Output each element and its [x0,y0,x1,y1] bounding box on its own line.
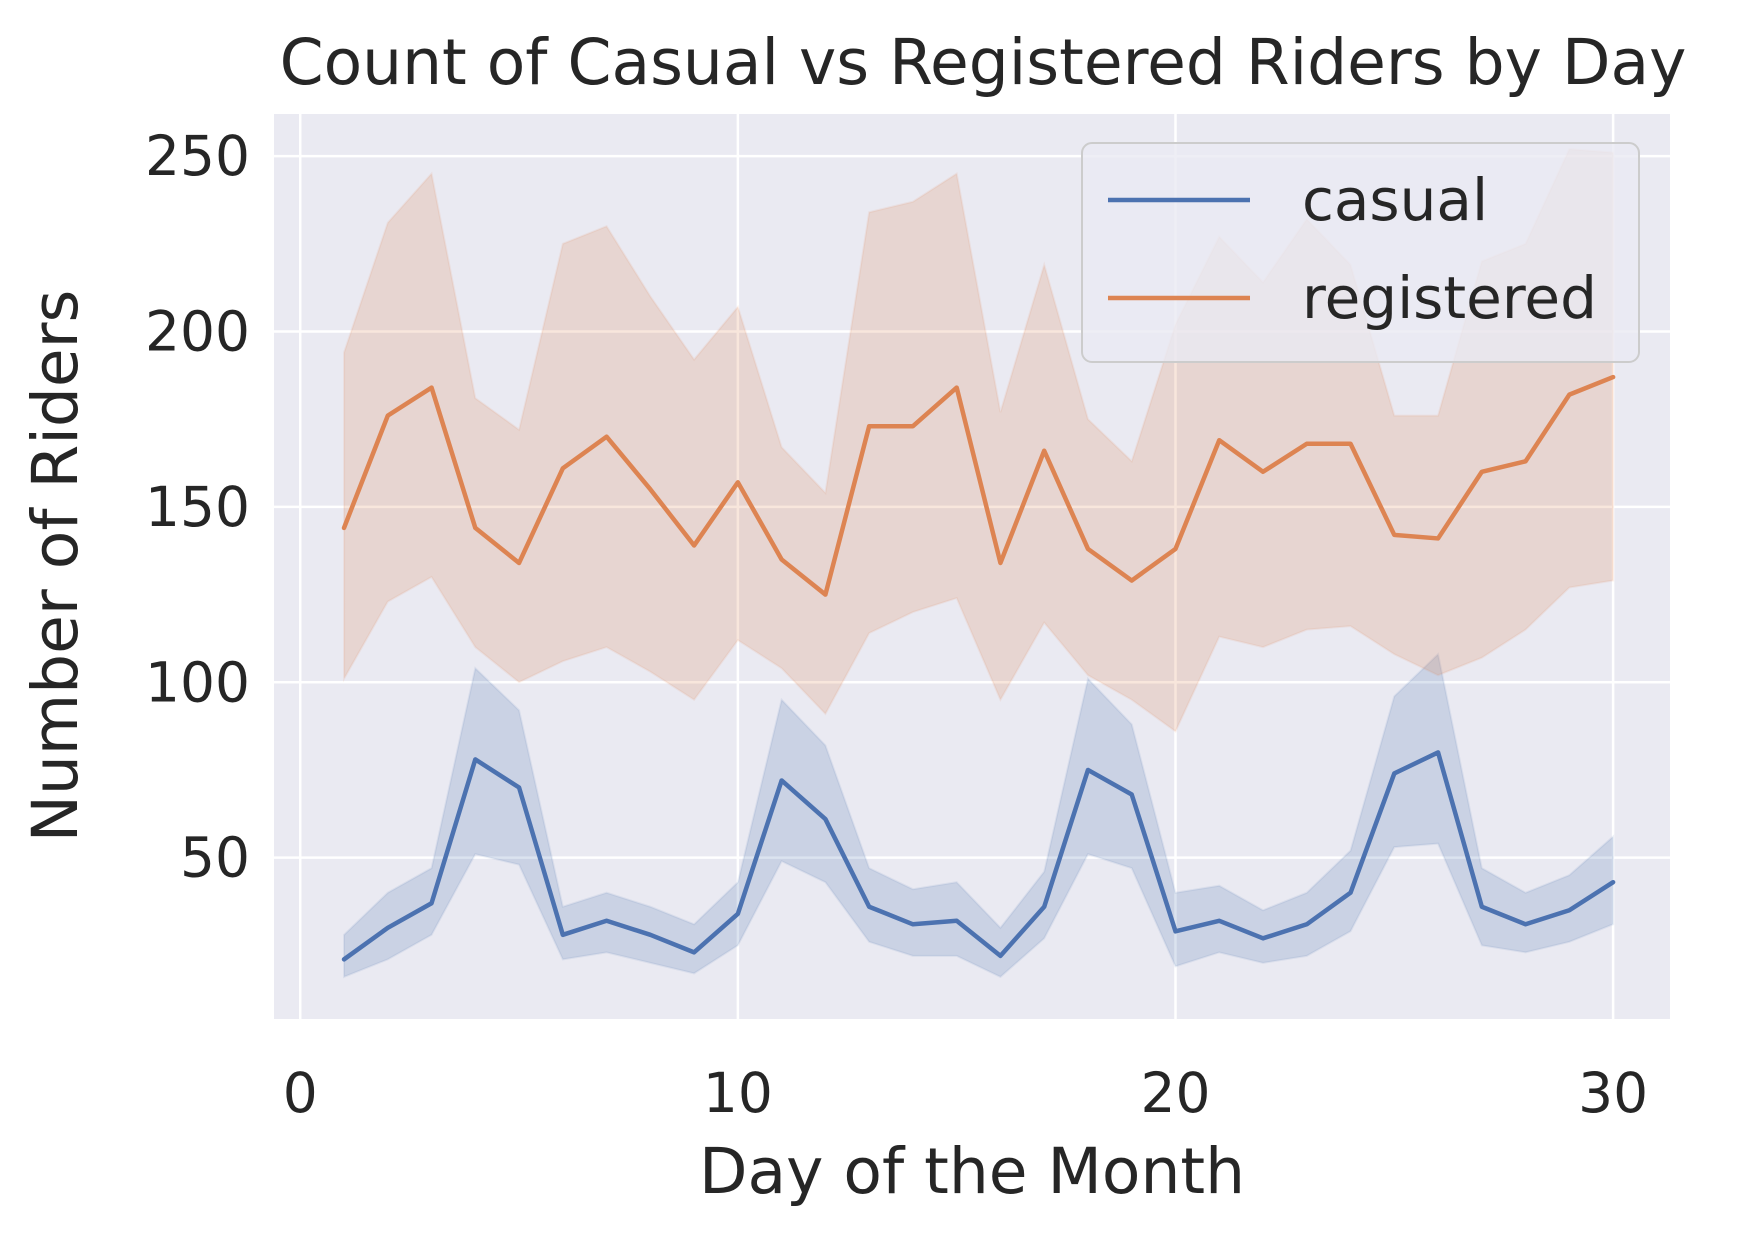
series-lines [341,374,1616,962]
x-tick-label: 20 [1140,1061,1210,1125]
x-tick-label: 0 [283,1061,318,1125]
x-axis-label: Day of the Month [699,1135,1245,1208]
y-tick-label: 150 [145,475,250,539]
tick-labels: 0 10 20 30 50 100 150 200 250 [145,124,1648,1125]
confidence-band-casual [343,652,1615,979]
y-axis-label: Number of Riders [19,290,92,843]
series-line-registered [341,374,1616,597]
series-line-casual [341,750,1616,962]
y-tick-label: 100 [145,650,250,714]
y-tick-label: 50 [180,826,250,890]
y-tick-label: 200 [145,299,250,363]
x-tick-label: 10 [703,1061,773,1125]
legend-label-casual: casual [1302,166,1488,234]
legend-label-registered: registered [1302,264,1597,332]
chart-title: Count of Casual vs Registered Riders by … [280,26,1687,99]
legend: casual registered [1081,142,1640,363]
x-tick-label: 30 [1578,1061,1648,1125]
y-tick-label: 250 [145,124,250,188]
